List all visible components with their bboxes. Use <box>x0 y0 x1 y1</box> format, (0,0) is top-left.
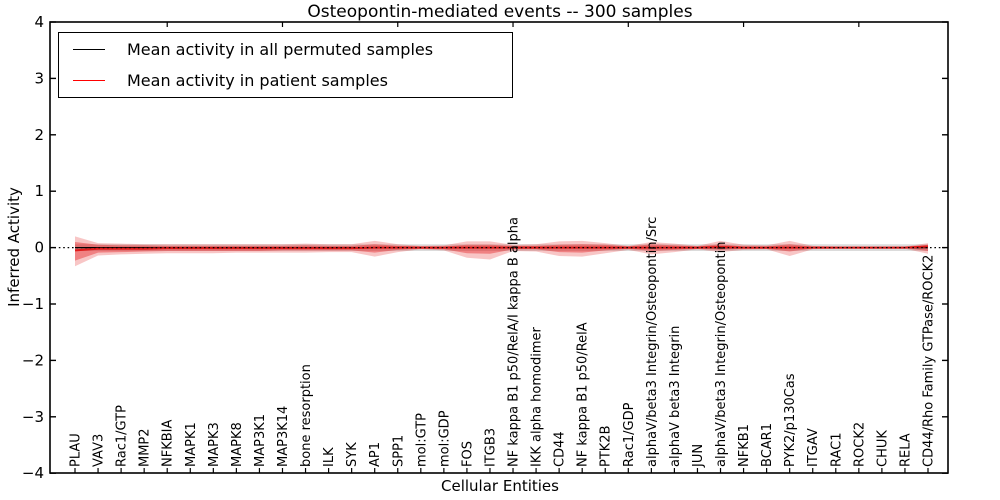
y-tick-label: 0 <box>34 239 44 257</box>
y-tick-label: −4 <box>22 464 44 482</box>
y-tick-label: 2 <box>34 126 44 144</box>
x-tick-label: MAPK3 <box>207 422 222 467</box>
y-tick-label: 1 <box>34 182 44 200</box>
x-tick-label: IKK alpha homodimer <box>530 326 545 467</box>
x-tick-label: BCAR1 <box>760 423 775 467</box>
x-tick-label: CD44/Rho Family GTPase/ROCK2 <box>922 255 937 467</box>
y-tick-label: −3 <box>22 408 44 426</box>
x-tick-label: MAP3K14 <box>276 406 291 467</box>
x-tick-label: bone resorption <box>299 364 314 467</box>
y-axis-label: Inferred Activity <box>5 187 23 307</box>
x-tick-label: ILK <box>322 447 337 467</box>
band-patient-outer <box>75 236 928 267</box>
x-tick-label: Rac1/GTP <box>115 405 130 467</box>
x-tick-label: RELA <box>898 433 913 467</box>
x-tick-label: NF kappa B1 p50/RelA <box>576 322 591 467</box>
x-tick-label: VAV3 <box>92 434 107 467</box>
x-tick-label: JUN <box>691 444 706 468</box>
x-tick-label: FOS <box>460 441 475 467</box>
x-tick-label: ITGAV <box>806 428 821 467</box>
x-tick-label: NFKB1 <box>737 424 752 467</box>
x-tick-label: MAPK1 <box>184 422 199 467</box>
x-tick-label: ITGB3 <box>483 428 498 467</box>
x-tick-label: Rac1/GDP <box>622 402 637 467</box>
legend-label-patient: Mean activity in patient samples <box>127 70 388 90</box>
x-tick-label: MMP2 <box>138 428 153 467</box>
y-tick-label: −2 <box>22 351 44 369</box>
legend: Mean activity in all permuted samples Me… <box>58 32 513 98</box>
x-tick-label: MAPK8 <box>230 422 245 467</box>
x-tick-label: CHUK <box>875 430 890 467</box>
x-tick-label: PTK2B <box>599 426 614 468</box>
legend-item-patient: Mean activity in patient samples <box>59 66 512 94</box>
x-tick-label: RAC1 <box>829 432 844 467</box>
x-tick-label: mol:GDP <box>437 410 452 467</box>
chart-title: Osteopontin-mediated events -- 300 sampl… <box>307 2 693 22</box>
x-tick-label: ROCK2 <box>852 422 867 467</box>
x-tick-label: NFKBIA <box>161 420 176 467</box>
x-tick-label: SYK <box>345 442 360 467</box>
y-tick-label: 4 <box>34 13 44 31</box>
x-tick-label: PYK2/p130Cas <box>783 373 798 467</box>
x-tick-label: alphaV/beta3 Integrin/Osteopontin <box>714 242 729 467</box>
legend-item-permuted: Mean activity in all permuted samples <box>59 36 512 64</box>
x-tick-label: mol:GTP <box>414 413 429 467</box>
legend-line-sample-patient <box>73 79 105 81</box>
x-axis-label: Cellular Entities <box>441 477 559 495</box>
x-tick-label: AP1 <box>368 442 383 467</box>
legend-label-permuted: Mean activity in all permuted samples <box>127 40 434 60</box>
legend-line-sample-permuted <box>73 49 105 51</box>
x-tick-label: CD44 <box>553 431 568 467</box>
x-tick-label: PLAU <box>69 433 84 467</box>
y-tick-label: 3 <box>34 69 44 87</box>
x-tick-label: MAP3K1 <box>253 414 268 467</box>
x-tick-label: alphaV beta3 Integrin <box>668 326 683 467</box>
x-tick-label: alphaV/beta3 Integrin/Osteopontin/Src <box>645 217 660 467</box>
x-tick-label: NF kappa B1 p50/RelA/I kappa B alpha <box>507 217 522 467</box>
x-tick-label: SPP1 <box>391 435 406 467</box>
y-tick-label: −1 <box>22 295 44 313</box>
